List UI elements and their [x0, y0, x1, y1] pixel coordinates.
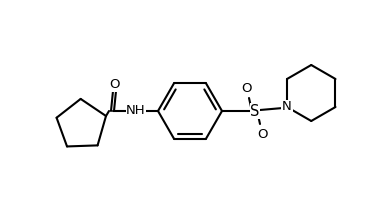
- Text: S: S: [250, 103, 260, 119]
- Text: N: N: [282, 100, 292, 113]
- Text: O: O: [241, 81, 251, 95]
- Text: O: O: [109, 78, 119, 92]
- Text: NH: NH: [126, 105, 146, 118]
- Text: O: O: [257, 127, 267, 140]
